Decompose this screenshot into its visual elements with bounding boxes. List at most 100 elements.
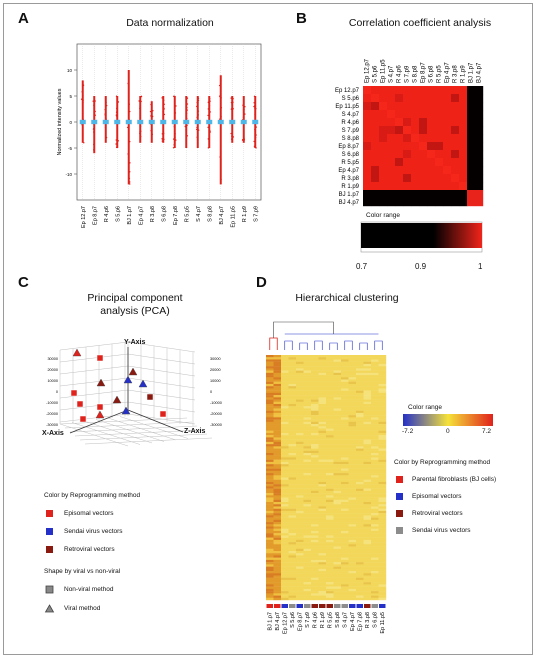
panel-b-cell xyxy=(475,182,484,191)
panel-d-cell xyxy=(378,388,387,391)
panel-d-cell xyxy=(326,588,334,592)
panel-b-cell xyxy=(363,166,372,175)
panel-c-legend-viral: Viral method xyxy=(64,605,101,612)
panel-d-cell xyxy=(318,395,327,398)
panel-b-cell xyxy=(435,102,444,111)
panel-d-cell xyxy=(311,562,319,565)
panel-d-cell xyxy=(378,435,387,438)
panel-d-cell xyxy=(371,439,379,443)
panel-d-dendrogram-branch xyxy=(284,340,293,350)
panel-a-point xyxy=(255,126,257,128)
panel-d-cell xyxy=(341,495,349,498)
panel-d-cell xyxy=(281,526,289,529)
panel-d-cell xyxy=(288,537,297,541)
panel-a-xtick-label: Ep 4.p7 xyxy=(138,206,144,225)
panel-d-cell xyxy=(273,377,282,380)
panel-b-cell xyxy=(427,110,436,119)
panel-c-point-triangle xyxy=(96,378,106,387)
panel-d-cell xyxy=(341,468,349,472)
panel-d-cell xyxy=(318,390,327,394)
panel-d-cell xyxy=(318,406,327,409)
panel-d-cell xyxy=(318,542,327,545)
panel-d-cell xyxy=(356,395,364,398)
panel-d-cell xyxy=(348,584,357,587)
panel-d-cell xyxy=(371,481,379,485)
panel-d-cell xyxy=(348,410,357,414)
panel-d-cell xyxy=(273,506,282,509)
panel-b-cell xyxy=(427,198,436,207)
panel-d-cell xyxy=(288,388,297,391)
panel-d-cell xyxy=(326,430,334,434)
panel-d-cell xyxy=(363,490,372,494)
panel-d-cell xyxy=(371,377,379,380)
panel-d-cell xyxy=(303,504,312,507)
panel-d-cell xyxy=(363,542,372,545)
panel-d-cell xyxy=(296,571,304,574)
panel-d-cell xyxy=(348,459,357,463)
panel-d-cell xyxy=(288,459,297,463)
panel-d-cell xyxy=(371,366,379,369)
panel-d-cell xyxy=(326,582,334,585)
panel-d-cell xyxy=(326,542,334,545)
panel-a-point xyxy=(161,138,163,140)
panel-d-cell xyxy=(318,457,327,460)
panel-d-cell xyxy=(378,363,387,367)
panel-d-cell xyxy=(333,424,342,427)
panel-d-cell xyxy=(288,595,297,598)
panel-b-cell xyxy=(395,86,404,95)
panel-d-cell xyxy=(363,562,372,565)
panel-d-cell xyxy=(348,544,357,547)
panel-d-cell xyxy=(363,555,372,558)
panel-d-cell xyxy=(296,470,304,474)
panel-a-point xyxy=(243,137,245,140)
panel-a-point xyxy=(81,124,83,126)
panel-d-cell xyxy=(356,464,364,467)
panel-d-col-label: R 3.p8 xyxy=(365,612,371,628)
panel-d-cell xyxy=(266,530,274,534)
panel-d-cell xyxy=(363,359,372,362)
panel-d-cell xyxy=(326,388,334,391)
panel-d-cell xyxy=(266,517,274,521)
panel-b-cell xyxy=(395,190,404,199)
panel-d-cell xyxy=(371,417,379,420)
panel-d-cell xyxy=(371,368,379,371)
panel-d-cell xyxy=(273,401,282,405)
panel-d-cell xyxy=(318,551,327,554)
panel-b-cell xyxy=(403,118,412,127)
panel-b-col-label: S 5.p6 xyxy=(373,65,379,83)
panel-d-cell xyxy=(266,370,274,374)
panel-d-cell xyxy=(281,490,289,494)
panel-d-cell xyxy=(333,577,342,581)
panel-d-cell xyxy=(281,488,289,492)
panel-a-point xyxy=(196,105,198,108)
panel-d-cell xyxy=(371,430,379,434)
panel-d-cell xyxy=(296,361,304,365)
panel-a-point xyxy=(161,97,163,99)
panel-b-cell xyxy=(451,142,460,151)
panel-b-cell xyxy=(419,110,428,119)
panel-b-cell xyxy=(467,94,476,103)
panel-d-cell xyxy=(296,488,304,492)
panel-d-cell xyxy=(326,432,334,436)
panel-d-cell xyxy=(333,450,342,454)
panel-c-ytick-label: 0 xyxy=(210,390,212,394)
panel-b-cell xyxy=(451,86,460,95)
panel-d-cell xyxy=(341,490,349,494)
panel-d-cell xyxy=(266,379,274,382)
panel-d-cell xyxy=(356,515,364,518)
panel-d-cell xyxy=(311,506,319,509)
panel-d-cell xyxy=(266,357,274,360)
panel-d-cell xyxy=(266,497,274,500)
panel-d-cell xyxy=(348,372,357,376)
panel-d-cell xyxy=(266,488,274,492)
panel-d-cell xyxy=(348,504,357,507)
panel-d-cell xyxy=(266,390,274,394)
panel-d-cell xyxy=(288,495,297,498)
panel-d-cell xyxy=(348,395,357,398)
panel-b-row-label: S 7.p9 xyxy=(342,128,360,134)
panel-d-cell xyxy=(296,473,304,476)
panel-d-cell xyxy=(266,444,274,447)
panel-b-cell xyxy=(379,110,388,119)
panel-d-cell xyxy=(333,484,342,487)
